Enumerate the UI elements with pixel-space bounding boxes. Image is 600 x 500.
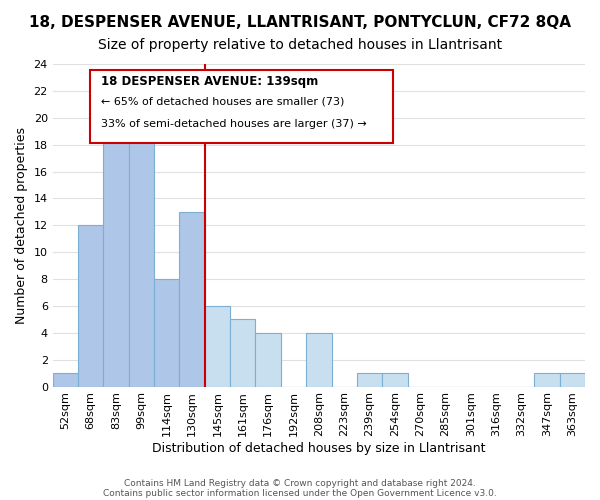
Y-axis label: Number of detached properties: Number of detached properties [15,127,28,324]
Bar [230,320,256,386]
Text: Size of property relative to detached houses in Llantrisant: Size of property relative to detached ho… [98,38,502,52]
Bar [357,373,382,386]
Text: 18, DESPENSER AVENUE, LLANTRISANT, PONTYCLUN, CF72 8QA: 18, DESPENSER AVENUE, LLANTRISANT, PONTY… [29,15,571,30]
Text: 18 DESPENSER AVENUE: 139sqm: 18 DESPENSER AVENUE: 139sqm [101,76,318,88]
Bar [53,373,78,386]
Text: Contains public sector information licensed under the Open Government Licence v3: Contains public sector information licen… [103,488,497,498]
Text: ← 65% of detached houses are smaller (73): ← 65% of detached houses are smaller (73… [101,97,344,107]
Bar [256,333,281,386]
Bar [382,373,407,386]
Bar [179,212,205,386]
Bar [154,279,179,386]
Bar [560,373,585,386]
Bar [103,131,129,386]
Bar [78,226,103,386]
Bar [535,373,560,386]
FancyBboxPatch shape [90,70,394,143]
Text: Contains HM Land Registry data © Crown copyright and database right 2024.: Contains HM Land Registry data © Crown c… [124,478,476,488]
Bar [306,333,332,386]
Bar [129,131,154,386]
X-axis label: Distribution of detached houses by size in Llantrisant: Distribution of detached houses by size … [152,442,485,455]
Text: 33% of semi-detached houses are larger (37) →: 33% of semi-detached houses are larger (… [101,120,367,130]
Bar [205,306,230,386]
